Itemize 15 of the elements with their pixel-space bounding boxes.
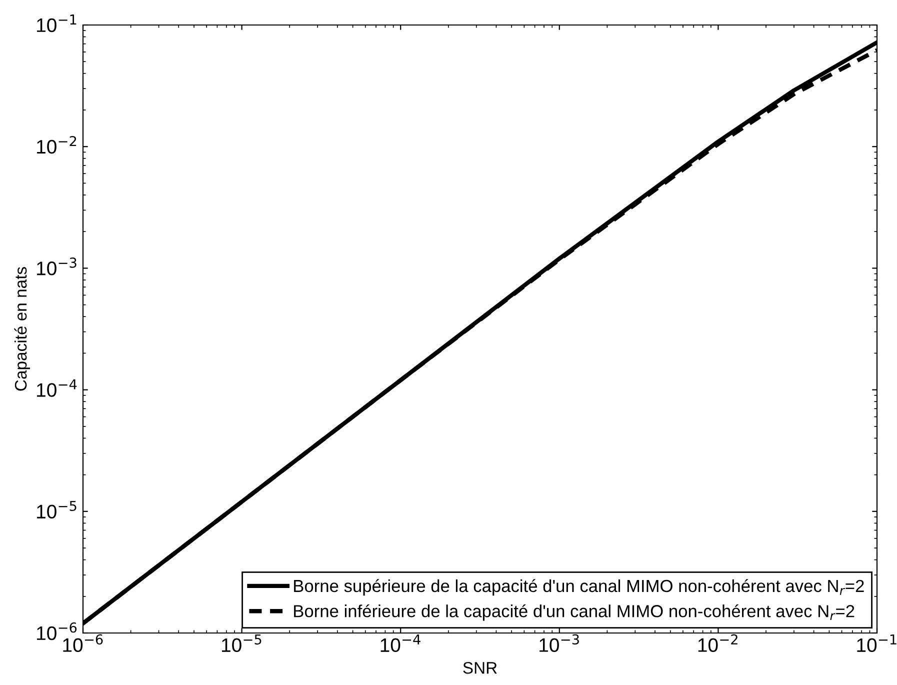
y-tick-label: 10$^{−4}$ (37, 379, 77, 397)
y-tick-label: 10$^{−5}$ (37, 500, 76, 519)
x-tick-label: 10$^{−2}$ (698, 634, 738, 652)
x-tick-label: 10$^{−5}$ (222, 634, 262, 652)
y-tick-label: 10$^{−3}$ (37, 258, 76, 276)
x-axis-title: SNR (463, 662, 497, 674)
y-tick-label: 10$^{−1}$ (37, 14, 76, 32)
legend-label: Borne supérieure de la capacité d'un canal MIMO non-cohérent avec N$_{r}$=2 (294, 579, 864, 596)
x-tick-label: 10$^{−3}$ (540, 634, 579, 652)
x-tick-label: 10$^{−1}$ (857, 634, 896, 652)
x-tick-label: 10$^{−4}$ (380, 634, 420, 652)
x-tick-label: 10$^{−6}$ (63, 634, 103, 652)
y-tick-label: 10$^{−2}$ (37, 136, 76, 154)
y-axis-title: Capacité en nats (14, 267, 30, 391)
legend-label: Borne inférieure de la capacité d'un canal MIMO non-cohérent avec N$_{r}$=2 (294, 604, 854, 621)
